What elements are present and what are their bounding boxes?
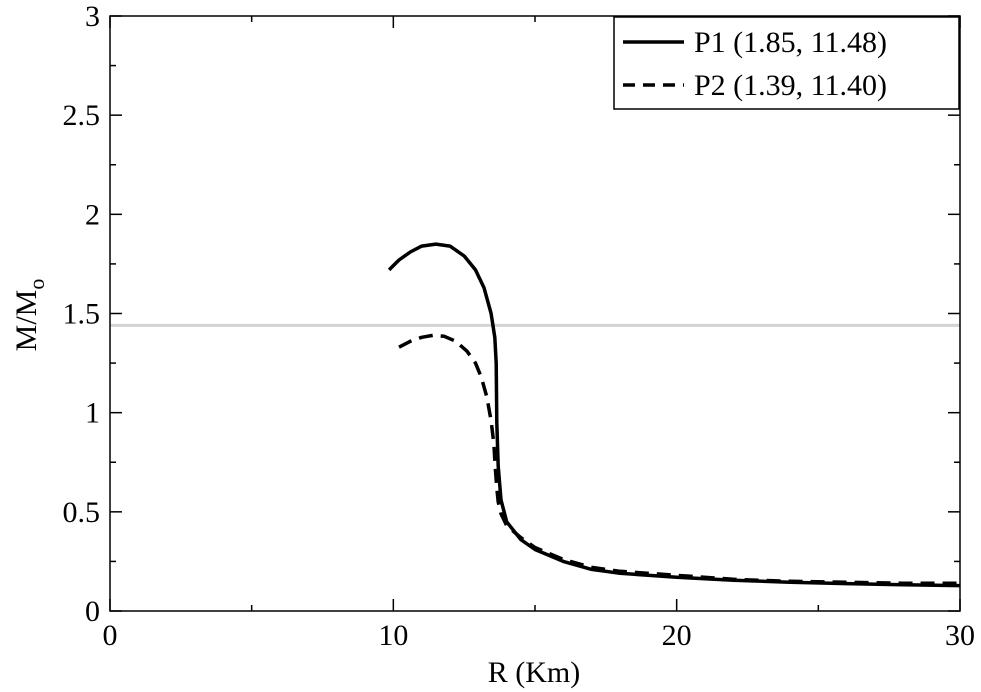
legend: P1 (1.85, 11.48) P2 (1.39, 11.40) (613, 16, 960, 110)
y-tick-label: 2 (85, 198, 100, 231)
y-tick-label: 2.5 (63, 99, 101, 132)
x-tick-label: 0 (103, 619, 118, 652)
y-tick-label: 0 (85, 595, 100, 628)
x-axis-label: R (Km) (488, 656, 581, 689)
series-line-p1 (387, 242, 961, 588)
tick-label-layer: 0 10 20 30 0 0.5 1 1.5 2 2.5 3 (63, 0, 976, 652)
y-axis-label-subscript: o (24, 279, 49, 290)
y-axis-label-main: M/M (10, 290, 43, 352)
x-tick-label: 30 (945, 619, 975, 652)
legend-label-p1: P1 (1.85, 11.48) (694, 26, 887, 59)
tick-layer (109, 15, 961, 612)
series-line-p2 (398, 333, 960, 585)
y-tick-label: 0.5 (63, 496, 101, 529)
x-tick-label: 10 (378, 619, 408, 652)
y-tick-label: 1 (85, 397, 100, 430)
y-tick-label: 3 (85, 0, 100, 33)
legend-label-p2: P2 (1.39, 11.40) (694, 69, 887, 102)
series-layer (387, 242, 961, 588)
x-tick-label: 20 (662, 619, 692, 652)
y-axis-label: M/Mo (10, 279, 49, 352)
legend-box (613, 16, 960, 110)
y-tick-label: 1.5 (63, 298, 101, 331)
